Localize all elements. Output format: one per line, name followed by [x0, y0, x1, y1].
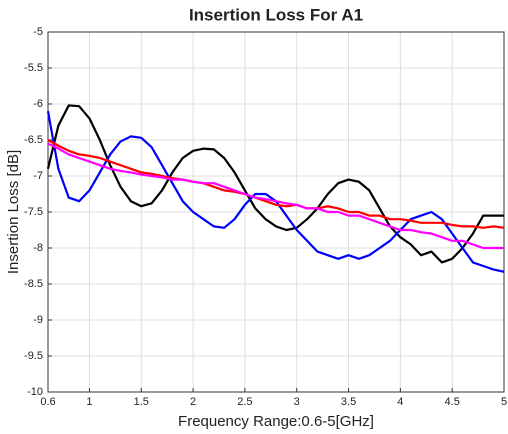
- y-tick-label: -9.5: [24, 350, 43, 362]
- y-tick-label: -5: [33, 26, 43, 38]
- y-tick-label: -5.5: [24, 62, 43, 74]
- x-tick-label: 2: [190, 396, 196, 408]
- x-tick-label: 4.5: [445, 396, 460, 408]
- data-line: [46, 104, 504, 264]
- chart-title: Insertion Loss For A1: [189, 5, 363, 24]
- x-tick-label: 0.6: [40, 396, 55, 408]
- x-tick-label: 4: [397, 396, 403, 408]
- data-line: [47, 139, 505, 229]
- x-tick-label: 2.5: [237, 396, 252, 408]
- y-tick-label: -6: [33, 98, 43, 110]
- y-tick-label: -7.5: [24, 206, 43, 218]
- x-tick-label: 1: [86, 396, 92, 408]
- x-tick-label: 3: [294, 396, 300, 408]
- y-tick-label: -8.5: [24, 278, 43, 290]
- y-tick-label: -7: [33, 170, 43, 182]
- x-tick-label: 1.5: [134, 396, 149, 408]
- data-line: [47, 142, 504, 250]
- y-tick-label: -10: [27, 386, 43, 398]
- x-tick-label: 3.5: [341, 396, 356, 408]
- y-tick-label: -9: [33, 314, 43, 326]
- y-tick-label: -8: [33, 242, 43, 254]
- x-tick-label: 5: [501, 396, 507, 408]
- y-tick-label: -6.5: [24, 134, 43, 146]
- y-axis-label: Insertion Loss [dB]: [5, 150, 22, 274]
- x-axis-label: Frequency Range:0.6-5[GHz]: [178, 413, 374, 430]
- plot-frame: [47, 31, 505, 393]
